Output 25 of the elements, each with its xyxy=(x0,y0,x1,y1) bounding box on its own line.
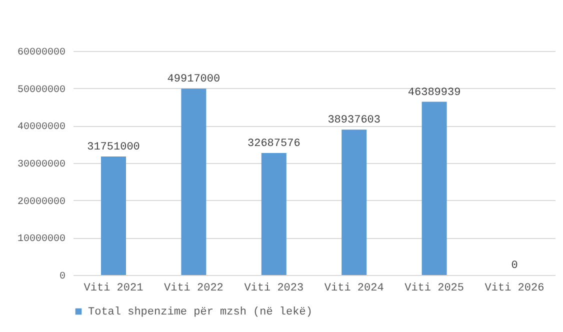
y-tick-label: 20000000 xyxy=(17,196,66,208)
bar xyxy=(422,102,447,275)
x-tick-label: Viti 2025 xyxy=(404,282,464,294)
x-tick-label: Viti 2023 xyxy=(244,282,304,294)
y-tick-label: 30000000 xyxy=(17,160,66,170)
data-label: 32687576 xyxy=(247,138,300,150)
y-tick-label: 50000000 xyxy=(17,84,66,96)
y-tick-label: 60000000 xyxy=(17,48,66,58)
bar xyxy=(261,152,286,275)
legend-label: Total shpenzime për mzsh (në lekë) xyxy=(88,306,312,318)
x-tick-label: Viti 2022 xyxy=(164,282,224,294)
x-tick-label: Viti 2021 xyxy=(84,282,144,294)
bar xyxy=(101,156,126,275)
y-tick-label: 40000000 xyxy=(17,122,66,134)
x-tick-label: Viti 2026 xyxy=(484,282,544,294)
data-label: 31751000 xyxy=(87,141,140,154)
x-tick-label: Viti 2024 xyxy=(324,282,384,294)
data-label: 49917000 xyxy=(167,74,220,86)
bar xyxy=(342,130,367,275)
data-label: 46389939 xyxy=(408,86,461,99)
bar xyxy=(181,88,206,275)
data-label: 0 xyxy=(511,260,518,272)
data-label: 38937603 xyxy=(328,114,381,127)
y-tick-label: 10000000 xyxy=(17,234,66,246)
y-tick-label: 0 xyxy=(59,272,66,282)
